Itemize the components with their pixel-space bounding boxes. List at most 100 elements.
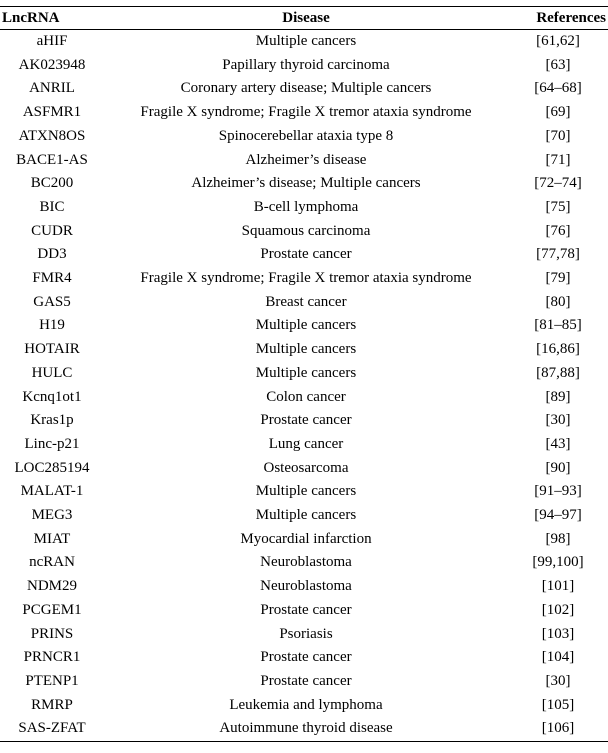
cell-disease: Psoriasis bbox=[279, 625, 333, 642]
table-row: MIAT Myocardial infarction [98] bbox=[0, 528, 608, 552]
table-row: PTENP1 Prostate cancer [30] bbox=[0, 670, 608, 694]
cell-references: [64–68] bbox=[534, 80, 582, 97]
cell-references: [106] bbox=[508, 717, 608, 743]
cell-references: [71] bbox=[545, 151, 571, 168]
table-row: HOTAIR Multiple cancers [16,86] bbox=[0, 338, 608, 362]
table-row: NDM29 Neuroblastoma [101] bbox=[0, 575, 608, 599]
cell-lncrna: LOC285194 bbox=[14, 459, 90, 476]
cell-disease: Coronary artery disease; Multiple cancer… bbox=[180, 80, 432, 97]
table-body: aHIF Multiple cancers [61,62] AK023948 Papil… bbox=[0, 30, 608, 743]
cell-lncrna: PTENP1 bbox=[25, 672, 79, 689]
cell-references: [77,78] bbox=[536, 246, 580, 263]
cell-disease: Multiple cancers bbox=[255, 33, 357, 49]
cell-disease: Leukemia and lymphoma bbox=[229, 696, 383, 713]
cell-disease: B-cell lymphoma bbox=[253, 198, 359, 215]
table-row: FMR4 Fragile X syndrome; Fragile X tremor… bbox=[0, 267, 608, 291]
table-row: H19 Multiple cancers [81–85] bbox=[0, 314, 608, 338]
cell-disease: Prostate cancer bbox=[260, 412, 352, 429]
cell-references: [61,62] bbox=[536, 33, 580, 49]
table-row: HULC Multiple cancers [87,88] bbox=[0, 362, 608, 386]
cell-references: [104] bbox=[541, 649, 575, 666]
cell-references: [94–97] bbox=[534, 507, 582, 524]
cell-lncrna: PCGEM1 bbox=[22, 601, 82, 618]
cell-disease: Prostate cancer bbox=[260, 649, 352, 666]
cell-references: [30] bbox=[545, 412, 571, 429]
cell-disease: Multiple cancers bbox=[255, 341, 357, 358]
cell-disease: Spinocerebellar ataxia type 8 bbox=[218, 127, 394, 144]
table-row: CUDR Squamous carcinoma [76] bbox=[0, 220, 608, 244]
cell-lncrna: CUDR bbox=[31, 222, 73, 239]
header-row: LncRNA Disease References bbox=[0, 6, 608, 30]
header-references: References bbox=[508, 6, 608, 30]
cell-disease: Multiple cancers bbox=[255, 317, 357, 334]
cell-lncrna: RMRP bbox=[31, 696, 73, 713]
cell-lncrna: PRINS bbox=[30, 625, 74, 642]
cell-references: [91–93] bbox=[534, 483, 582, 500]
table-row: ASFMR1 Fragile X syndrome; Fragile X trem… bbox=[0, 101, 608, 125]
cell-disease: Neuroblastoma bbox=[260, 578, 352, 595]
cell-lncrna: MIAT bbox=[33, 530, 71, 547]
cell-references: [99,100] bbox=[532, 554, 584, 571]
cell-lncrna: aHIF bbox=[36, 33, 68, 49]
table-row: DD3 Prostate cancer [77,78] bbox=[0, 243, 608, 267]
table-row: MALAT-1 Multiple cancers [91–93] bbox=[0, 480, 608, 504]
cell-lncrna: MEG3 bbox=[31, 507, 73, 524]
cell-references: [43] bbox=[545, 435, 571, 452]
cell-references: [70] bbox=[545, 127, 571, 144]
cell-disease: Breast cancer bbox=[265, 293, 347, 310]
cell-references: [79] bbox=[545, 270, 571, 287]
table-row: Kcnq1ot1 Colon cancer [89] bbox=[0, 386, 608, 410]
table-row: AK023948 Papillary thyroid carcinoma [63] bbox=[0, 54, 608, 78]
cell-disease: Neuroblastoma bbox=[260, 554, 352, 571]
cell-lncrna: GAS5 bbox=[33, 293, 71, 310]
cell-disease: Squamous carcinoma bbox=[241, 222, 371, 239]
cell-references: [75] bbox=[545, 198, 571, 215]
cell-lncrna: HOTAIR bbox=[24, 341, 80, 358]
cell-lncrna: NDM29 bbox=[26, 578, 77, 595]
cell-lncrna: Linc-p21 bbox=[24, 435, 80, 452]
table-row: BACE1-AS Alzheimer’s disease [71] bbox=[0, 149, 608, 173]
cell-lncrna: H19 bbox=[39, 317, 65, 334]
cell-references: [80] bbox=[545, 293, 571, 310]
cell-lncrna: DD3 bbox=[37, 246, 67, 263]
cell-disease: Multiple cancers bbox=[255, 507, 357, 524]
cell-references: [87,88] bbox=[536, 364, 580, 381]
cell-disease: Myocardial infarction bbox=[240, 530, 372, 547]
cell-lncrna: HULC bbox=[31, 364, 73, 381]
table-row: BIC B-cell lymphoma [75] bbox=[0, 196, 608, 220]
cell-lncrna: Kras1p bbox=[30, 412, 74, 429]
table-row: GAS5 Breast cancer [80] bbox=[0, 291, 608, 315]
cell-lncrna: BACE1-AS bbox=[16, 151, 88, 168]
cell-lncrna: ncRAN bbox=[29, 554, 75, 571]
lncrna-disease-table: LncRNA Disease References aHIF Multiple c… bbox=[0, 6, 608, 743]
cell-references: [16,86] bbox=[536, 341, 580, 358]
cell-references: [81–85] bbox=[534, 317, 582, 334]
cell-disease: Colon cancer bbox=[266, 388, 346, 405]
cell-references: [101] bbox=[541, 578, 575, 595]
cell-disease: Osteosarcoma bbox=[263, 459, 349, 476]
header-disease: Disease bbox=[104, 6, 508, 30]
cell-disease: Lung cancer bbox=[268, 435, 344, 452]
cell-disease: Prostate cancer bbox=[260, 246, 352, 263]
table-row: PRNCR1 Prostate cancer [104] bbox=[0, 646, 608, 670]
cell-references: [69] bbox=[545, 104, 571, 121]
cell-lncrna: ANRIL bbox=[29, 80, 75, 97]
cell-disease: Papillary thyroid carcinoma bbox=[222, 56, 390, 73]
cell-references: [63] bbox=[545, 56, 571, 73]
table-row: Kras1p Prostate cancer [30] bbox=[0, 409, 608, 433]
cell-lncrna: PRNCR1 bbox=[23, 649, 81, 666]
cell-disease: Prostate cancer bbox=[260, 672, 352, 689]
cell-disease: Multiple cancers bbox=[255, 483, 357, 500]
table-header: LncRNA Disease References bbox=[0, 6, 608, 30]
cell-disease: Fragile X syndrome; Fragile X tremor ata… bbox=[140, 104, 472, 121]
table-row: ANRIL Coronary artery disease; Multiple c… bbox=[0, 77, 608, 101]
cell-disease: Alzheimer’s disease; Multiple cancers bbox=[191, 175, 421, 192]
cell-lncrna: SAS-ZFAT bbox=[0, 717, 104, 743]
cell-references: [72–74] bbox=[534, 175, 582, 192]
table-row: RMRP Leukemia and lymphoma [105] bbox=[0, 694, 608, 718]
table-row: ncRAN Neuroblastoma [99,100] bbox=[0, 551, 608, 575]
table-row: SAS-ZFAT Autoimmune thyroid disease [106] bbox=[0, 717, 608, 743]
cell-references: [76] bbox=[545, 222, 571, 239]
cell-references: [30] bbox=[545, 672, 571, 689]
table-row: BC200 Alzheimer’s disease; Multiple cance… bbox=[0, 172, 608, 196]
